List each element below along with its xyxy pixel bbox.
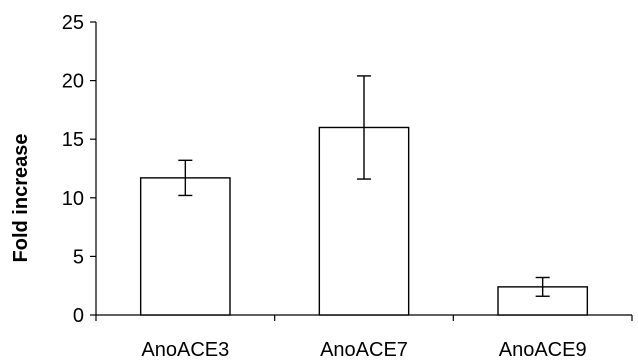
y-tick-label: 20 [62,71,84,93]
x-category-label: AnoACE7 [320,339,408,360]
bars [139,75,589,316]
y-axis-title: Fold increase [10,134,32,263]
y-tick-label: 5 [73,246,84,268]
x-category-label: AnoACE9 [499,339,587,360]
bar [139,177,231,316]
y-tick-label: 25 [62,12,84,34]
y-tick-label: 10 [62,188,84,210]
x-category-label: AnoACE3 [141,339,229,360]
y-axis: 0 5 10 15 20 25 [62,12,97,327]
x-axis: AnoACE3 AnoACE7 AnoACE9 [95,314,633,360]
y-tick-label: 0 [73,305,84,327]
y-tick-label: 15 [62,129,84,151]
